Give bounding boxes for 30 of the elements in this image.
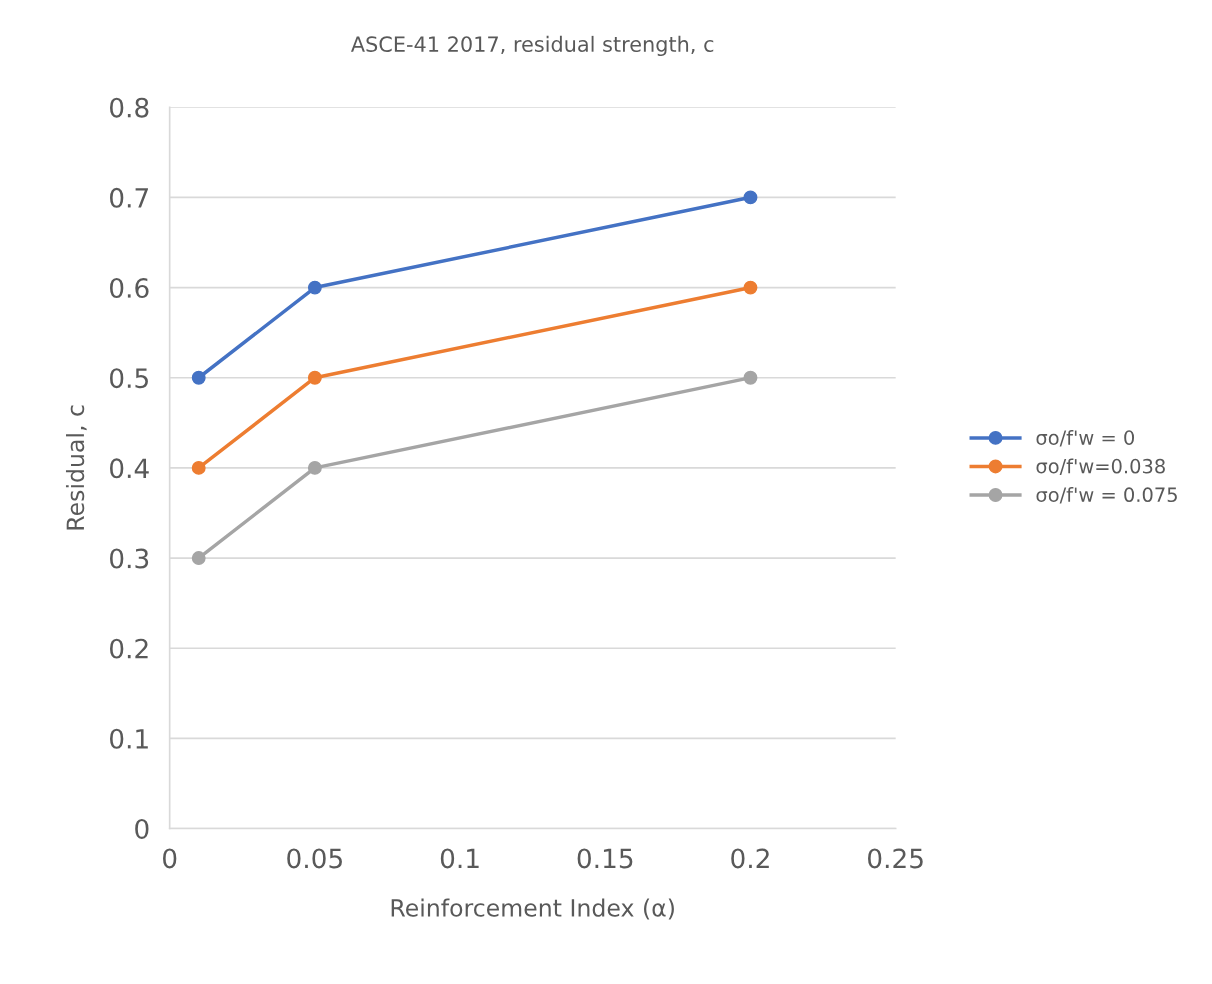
y-tick-label: 0.7 [110,187,148,208]
point [191,460,206,475]
point [743,190,758,205]
point [307,460,322,475]
y-tick-label: 0.8 [110,97,149,118]
point [743,370,758,385]
y-tick-label: 0.6 [110,278,149,298]
y-axis-title: Residual, c [65,405,87,530]
x-tick-label: 0.2 [731,848,769,869]
y-tick-label: 0.4 [110,458,149,479]
y-tick-label: 0.2 [110,638,148,659]
point [307,370,322,385]
chart-title: ASCE-41 2017, residual strength, c [350,35,714,57]
point [191,551,206,565]
legend-label: σo/f'w=0.038 [1036,458,1165,476]
x-tick-label: 0 [163,848,177,869]
point [743,280,758,295]
x-tick-label: 0.25 [868,848,923,869]
point [191,370,206,385]
y-tick-label: 0.3 [110,548,149,569]
x-tick-label: 0.1 [440,848,479,869]
x-axis-title: Reinforcement Index (α) [391,898,674,920]
y-tick-label: 0.5 [110,368,148,389]
x-tick-label: 0.05 [287,848,342,869]
x-tick-label: 0.15 [577,848,633,869]
y-tick-label: 0.1 [110,728,148,749]
y-tick-label: 0 [135,818,149,839]
point [307,280,322,295]
legend-label: σo/f'w = 0 [1036,429,1135,447]
legend-label: σo/f'w = 0.075 [1036,487,1177,504]
